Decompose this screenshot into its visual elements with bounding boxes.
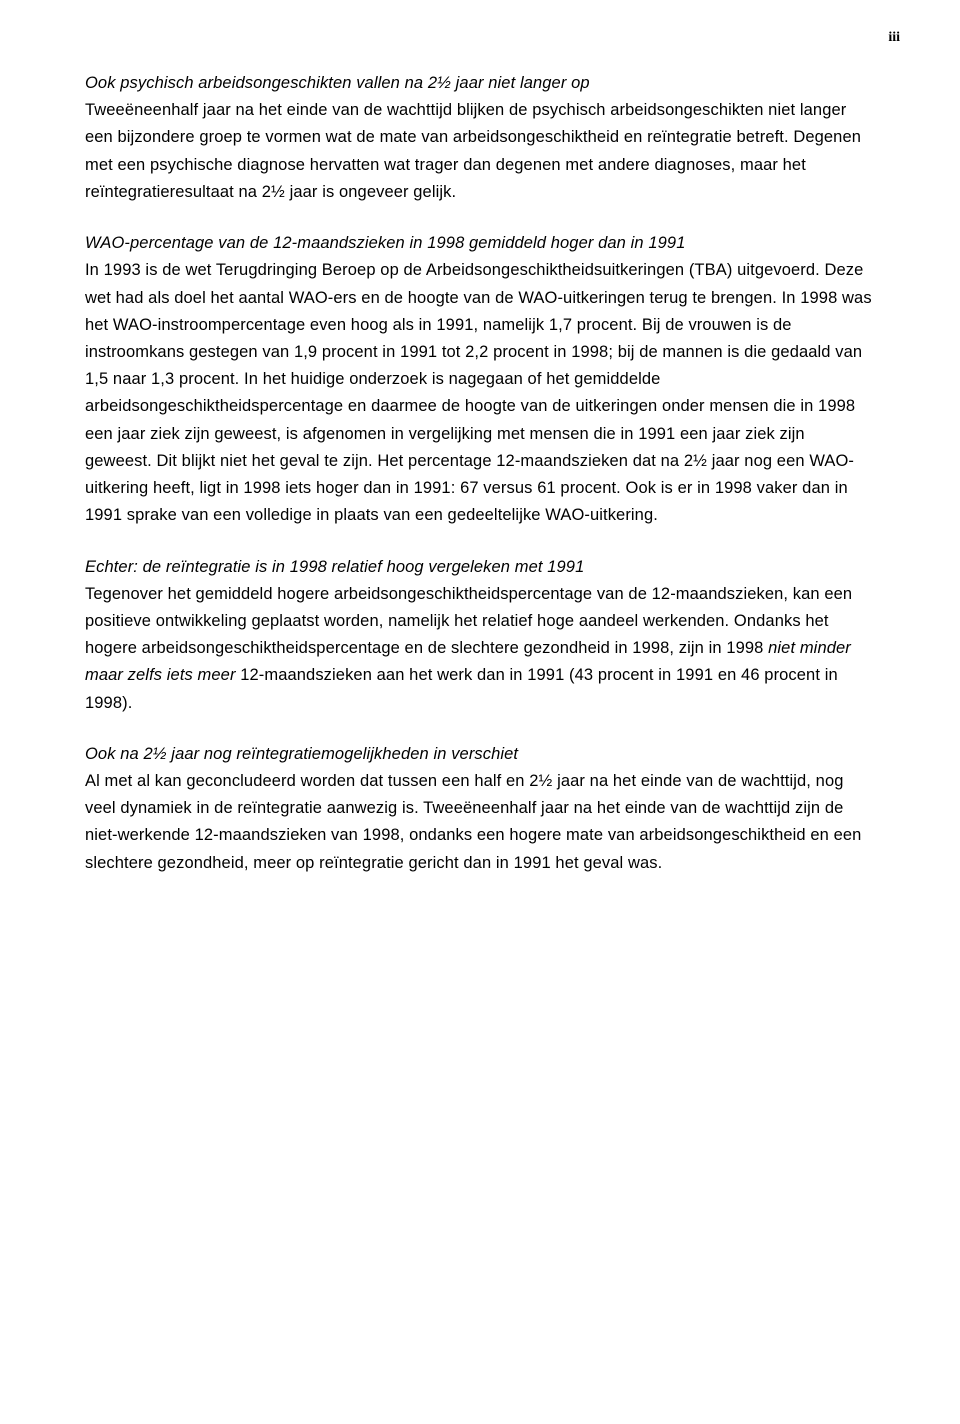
- section-4-para: Ook na 2½ jaar nog reïntegratiemogelijkh…: [85, 741, 875, 877]
- section-3: Echter: de reïntegratie is in 1998 relat…: [85, 554, 875, 717]
- section-2-body: In 1993 is de wet Terugdringing Beroep o…: [85, 261, 872, 524]
- section-1: Ook psychisch arbeidsongeschikten vallen…: [85, 70, 875, 206]
- section-4-heading: Ook na 2½ jaar nog reïntegratiemogelijkh…: [85, 745, 518, 763]
- section-3-heading: Echter: de reïntegratie is in 1998 relat…: [85, 558, 584, 576]
- section-1-heading: Ook psychisch arbeidsongeschikten vallen…: [85, 74, 590, 92]
- section-4: Ook na 2½ jaar nog reïntegratiemogelijkh…: [85, 741, 875, 877]
- section-1-body: Tweeëneenhalf jaar na het einde van de w…: [85, 101, 861, 201]
- page-number: iii: [888, 30, 900, 46]
- section-4-body: Al met al kan geconcludeerd worden dat t…: [85, 772, 861, 872]
- section-3-body-pre: Tegenover het gemiddeld hogere arbeidson…: [85, 585, 852, 657]
- section-2: WAO-percentage van de 12-maandszieken in…: [85, 230, 875, 529]
- section-2-heading: WAO-percentage van de 12-maandszieken in…: [85, 234, 685, 252]
- section-1-para: Ook psychisch arbeidsongeschikten vallen…: [85, 70, 875, 206]
- section-2-para: WAO-percentage van de 12-maandszieken in…: [85, 230, 875, 529]
- document-page: iii Ook psychisch arbeidsongeschikten va…: [0, 0, 960, 1424]
- section-3-para: Echter: de reïntegratie is in 1998 relat…: [85, 554, 875, 717]
